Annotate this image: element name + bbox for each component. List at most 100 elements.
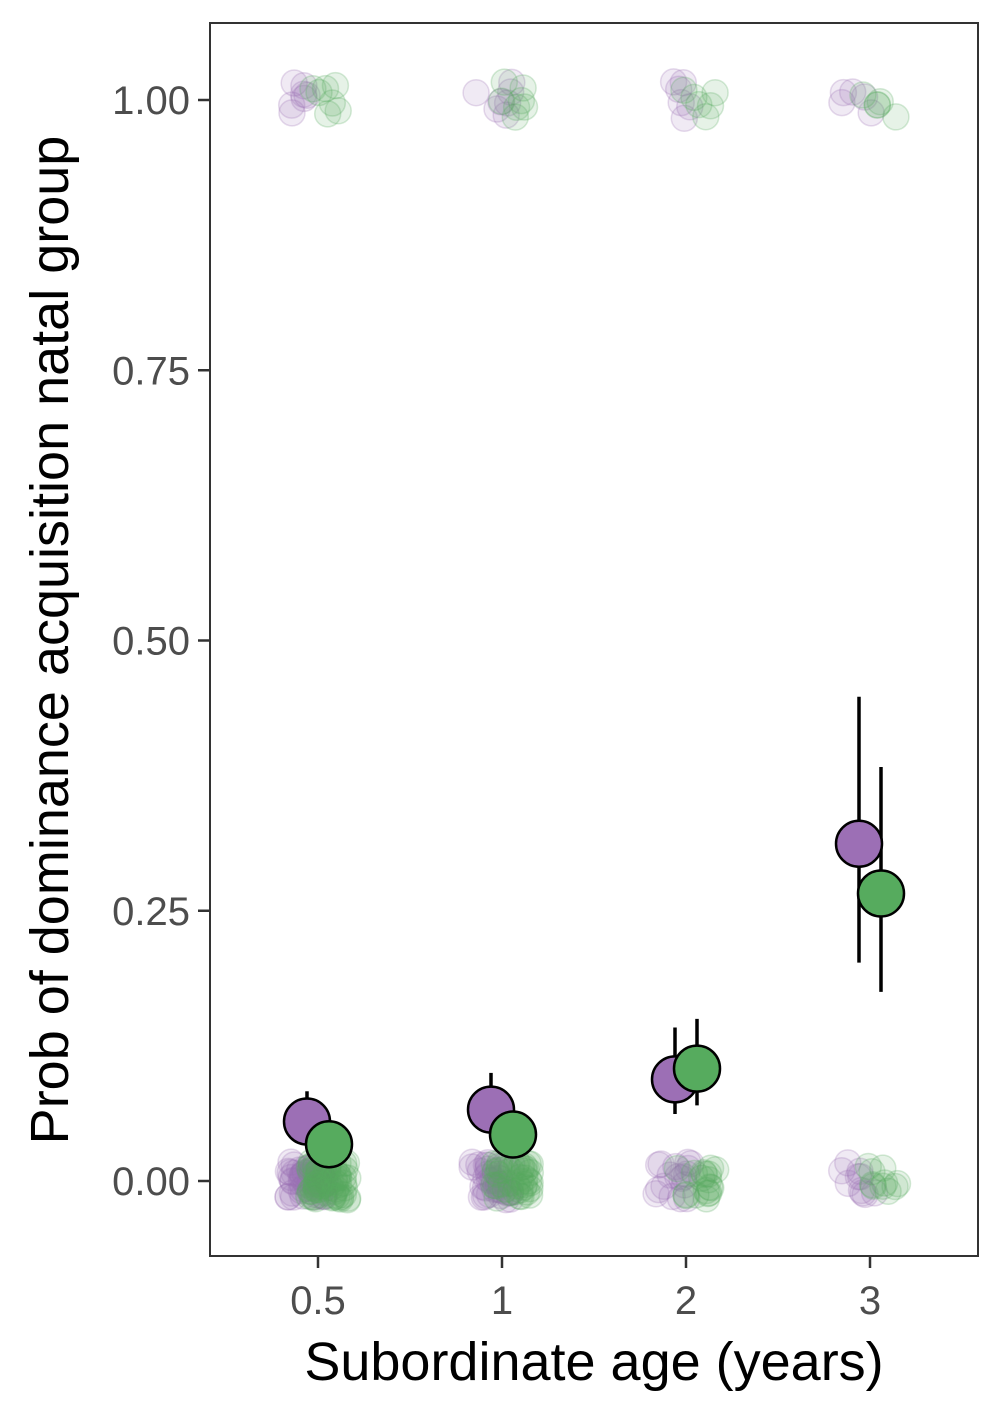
raw-point <box>511 1164 539 1192</box>
raw-point <box>324 1171 353 1199</box>
y-axis: 0.00 0.25 0.50 0.75 1.00 <box>112 79 210 1204</box>
raw-point <box>310 1182 339 1211</box>
raw-point <box>330 1174 359 1202</box>
raw-point <box>650 1172 678 1201</box>
raw-point <box>682 1181 710 1209</box>
raw-point <box>701 78 729 107</box>
raw-point <box>333 1186 362 1214</box>
raw-point <box>287 1163 315 1191</box>
raw-point <box>484 1169 513 1198</box>
raw-point <box>278 1179 307 1207</box>
raw-points <box>274 68 912 1214</box>
raw-point <box>506 1176 534 1204</box>
raw-point <box>311 1174 339 1202</box>
raw-point <box>696 92 725 120</box>
raw-point <box>309 1182 338 1210</box>
raw-point <box>481 1157 510 1185</box>
raw-point <box>659 68 688 96</box>
raw-point <box>296 1167 325 1196</box>
raw-point <box>278 99 306 127</box>
raw-point <box>462 78 490 107</box>
raw-point <box>692 1176 720 1205</box>
y-tick-label: 0.75 <box>112 349 190 393</box>
y-axis-title: Prob of dominance acquisition natal grou… <box>20 136 80 1145</box>
raw-point <box>295 1182 323 1210</box>
raw-point <box>512 1178 541 1206</box>
raw-point <box>493 89 522 117</box>
raw-point <box>327 1183 355 1211</box>
raw-point <box>664 75 693 104</box>
raw-point <box>470 1183 499 1211</box>
x-tick-label: 1 <box>491 1279 513 1323</box>
raw-point <box>487 88 515 116</box>
raw-point <box>321 1177 349 1206</box>
raw-point <box>329 1163 358 1191</box>
raw-point <box>302 1173 330 1202</box>
raw-point <box>496 1178 525 1207</box>
raw-point <box>303 1168 331 1196</box>
raw-point <box>510 1157 539 1185</box>
raw-point <box>291 1155 319 1184</box>
raw-point <box>304 1168 332 1197</box>
raw-point <box>480 1171 508 1200</box>
raw-point <box>306 1181 334 1210</box>
raw-point <box>280 1159 308 1188</box>
y-tick-label: 1.00 <box>112 79 190 123</box>
raw-point <box>834 1169 863 1198</box>
raw-point <box>483 1184 511 1212</box>
raw-point <box>333 1184 362 1213</box>
raw-point <box>480 1166 508 1195</box>
raw-point <box>298 1183 327 1211</box>
raw-point <box>303 1166 332 1195</box>
raw-point <box>471 1181 500 1210</box>
raw-point <box>480 1175 509 1204</box>
raw-point <box>669 68 698 97</box>
raw-point <box>329 1180 358 1209</box>
raw-point <box>858 1157 886 1186</box>
raw-point <box>494 1178 523 1207</box>
raw-point <box>850 83 879 111</box>
raw-point <box>515 1181 544 1209</box>
raw-point <box>318 1184 346 1212</box>
raw-point <box>294 1174 322 1202</box>
raw-point <box>469 1172 497 1201</box>
raw-point <box>672 1180 700 1209</box>
raw-point <box>489 1177 517 1205</box>
raw-point <box>674 1154 702 1183</box>
raw-point <box>319 1181 348 1209</box>
raw-point <box>870 1169 899 1197</box>
raw-point <box>474 1149 502 1177</box>
raw-point <box>305 78 333 107</box>
y-tick-label: 0.50 <box>112 620 190 664</box>
raw-point <box>474 1155 502 1183</box>
raw-point <box>492 101 520 129</box>
raw-point <box>834 1149 862 1177</box>
raw-point <box>496 1185 525 1213</box>
raw-point <box>302 1171 331 1199</box>
raw-point <box>279 1183 308 1211</box>
raw-point <box>644 1151 673 1179</box>
raw-point <box>487 1181 515 1210</box>
raw-point <box>474 1151 503 1180</box>
raw-point <box>498 68 526 97</box>
raw-point <box>846 1157 874 1186</box>
estimate-point <box>856 869 906 918</box>
raw-point <box>471 1174 500 1202</box>
raw-point <box>701 1156 730 1184</box>
estimate-point <box>304 1119 354 1169</box>
raw-point <box>487 1170 515 1198</box>
raw-point <box>494 1179 522 1207</box>
raw-point <box>505 1163 534 1192</box>
raw-point <box>289 1175 317 1203</box>
raw-point <box>515 1167 543 1195</box>
raw-point <box>299 1167 328 1196</box>
raw-point <box>493 1169 521 1198</box>
raw-point <box>301 1172 330 1200</box>
raw-point <box>696 1154 725 1182</box>
raw-point <box>458 1153 486 1181</box>
raw-point <box>297 1177 325 1206</box>
raw-point <box>658 1182 686 1211</box>
raw-point <box>483 1175 512 1203</box>
raw-point <box>673 1184 701 1213</box>
raw-point <box>287 1176 315 1205</box>
